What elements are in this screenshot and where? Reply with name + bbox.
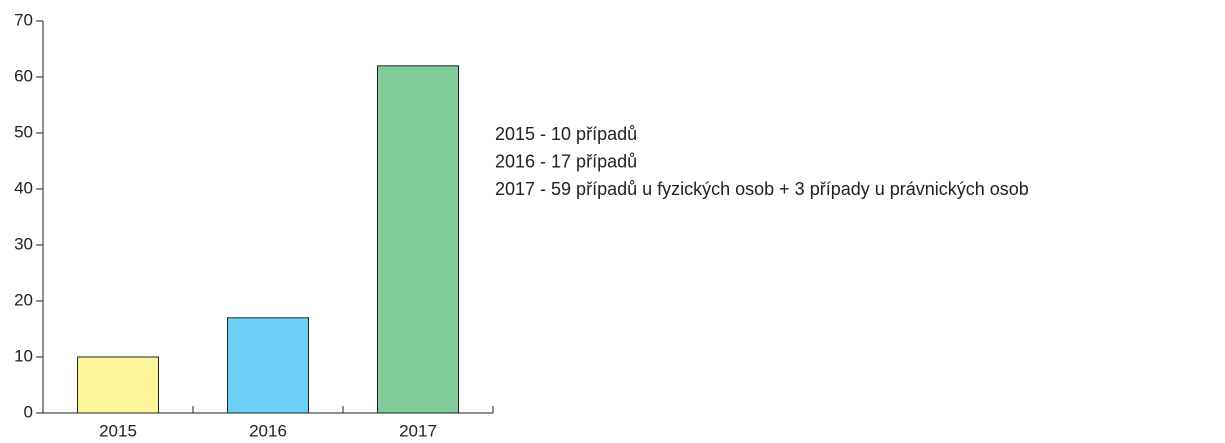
annotation: 2015 - 10 případů xyxy=(495,124,637,144)
y-tick-label: 60 xyxy=(14,66,33,85)
y-tick-label: 30 xyxy=(14,234,33,253)
y-tick-label: 50 xyxy=(14,122,33,141)
bar xyxy=(227,317,309,414)
y-tick-label: 70 xyxy=(14,10,33,29)
y-tick-label: 0 xyxy=(24,402,33,421)
x-tick-label: 2017 xyxy=(399,421,437,440)
y-tick-label: 10 xyxy=(14,346,33,365)
annotation: 2016 - 17 případů xyxy=(495,151,637,171)
x-tick-label: 2016 xyxy=(249,421,287,440)
annotation: 2017 - 59 případů u fyzických osob + 3 p… xyxy=(495,179,1029,199)
bar xyxy=(77,356,159,414)
y-tick-label: 20 xyxy=(14,290,33,309)
y-tick-label: 40 xyxy=(14,178,33,197)
bar xyxy=(377,65,459,414)
x-tick-label: 2015 xyxy=(99,421,137,440)
